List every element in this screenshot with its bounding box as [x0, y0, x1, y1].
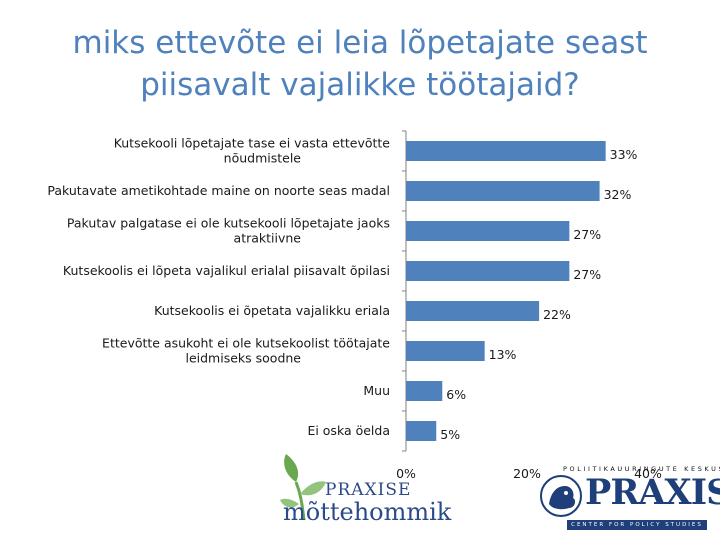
- data-label: 27%: [573, 227, 601, 242]
- data-label: 22%: [543, 307, 571, 322]
- praxis-logo: POLIITIKAUURINGUTE KESKUS PRAXIS CENTER …: [535, 462, 720, 534]
- x-tick-label: 0%: [396, 466, 416, 481]
- bar: [406, 261, 570, 281]
- category-label: Pakutav palgatase ei ole kutsekooli lõpe…: [67, 216, 390, 246]
- category-label: Kutsekoolis ei õpetata vajalikku eriala: [154, 303, 390, 318]
- category-label: Kutsekooli lõpetajate tase ei vasta ette…: [114, 136, 391, 166]
- logo-text-praxise: PRAXISE: [325, 480, 412, 500]
- lion-emblem-icon: [540, 475, 582, 517]
- x-tick-label: 20%: [513, 466, 541, 481]
- title-line-2: piisavalt vajalikke töötajaid?: [140, 67, 580, 103]
- praxis-logo-bottom-text: CENTER FOR POLICY STUDIES: [567, 520, 707, 530]
- x-tick-label: 40%: [634, 466, 662, 481]
- data-label: 5%: [440, 427, 460, 442]
- bar: [406, 341, 485, 361]
- praxise-mottehommik-logo: PRAXISE mõttehommik: [280, 452, 452, 532]
- praxis-logo-top-text: POLIITIKAUURINGUTE KESKUS: [563, 465, 720, 473]
- category-label: Ei oska öelda: [307, 423, 390, 438]
- bar: [406, 221, 570, 241]
- bar: [406, 301, 540, 321]
- slide-title: miks ettevõte ei leia lõpetajate seast p…: [0, 22, 720, 106]
- data-label: 33%: [610, 147, 638, 162]
- data-label: 6%: [446, 387, 466, 402]
- data-label: 13%: [489, 347, 517, 362]
- data-label: 27%: [573, 267, 601, 282]
- logo-text-mottehommik: mõttehommik: [283, 498, 452, 526]
- category-label: Kutsekoolis ei lõpeta vajalikul erialal …: [63, 263, 390, 278]
- bar: [406, 421, 437, 441]
- category-label: Muu: [363, 383, 390, 398]
- bar: [406, 141, 606, 161]
- category-label: Ettevõtte asukoht ei ole kutsekoolist tö…: [102, 336, 390, 366]
- sprout-leaf-icon: [280, 454, 326, 521]
- data-label: 32%: [604, 187, 632, 202]
- praxis-logo-word: PRAXIS: [585, 472, 720, 513]
- bar: [406, 381, 443, 401]
- bar: [406, 181, 600, 201]
- title-line-1: miks ettevõte ei leia lõpetajate seast: [72, 25, 648, 61]
- category-label: Pakutavate ametikohtade maine on noorte …: [47, 183, 390, 198]
